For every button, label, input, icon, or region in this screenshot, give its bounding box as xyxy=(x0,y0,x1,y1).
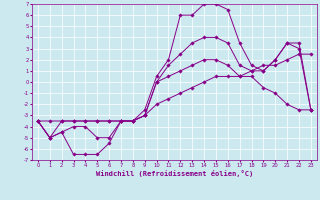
X-axis label: Windchill (Refroidissement éolien,°C): Windchill (Refroidissement éolien,°C) xyxy=(96,170,253,177)
